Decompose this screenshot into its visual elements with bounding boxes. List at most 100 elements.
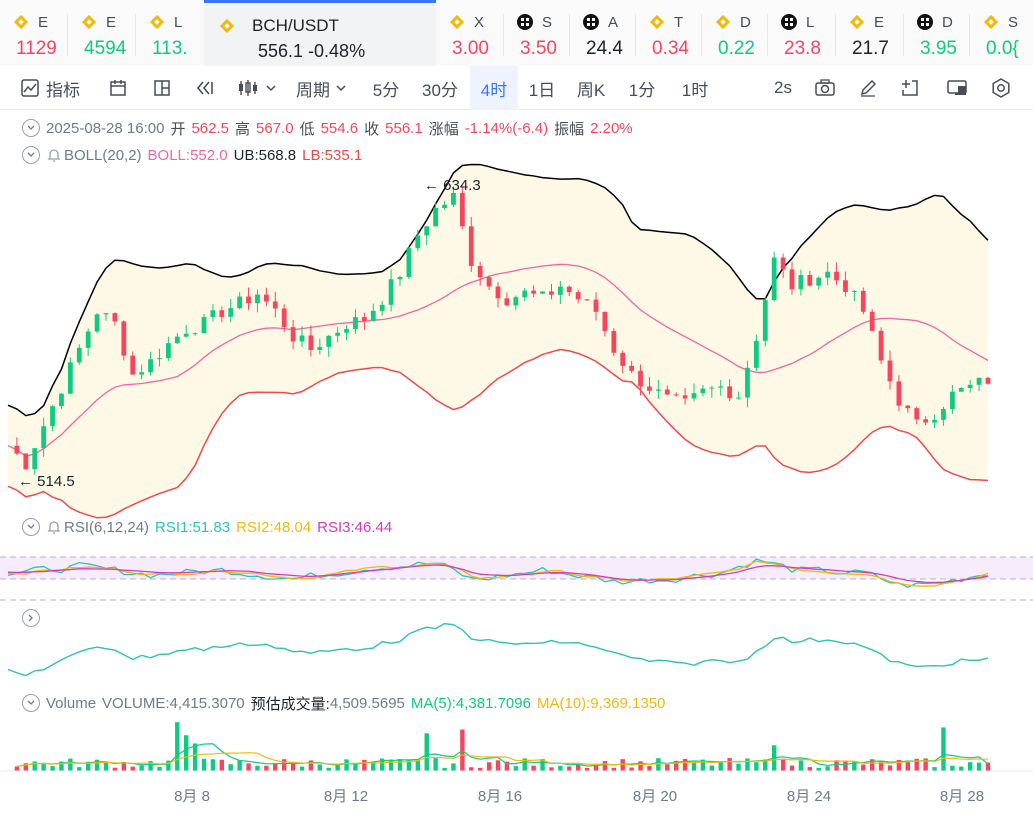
collapse-toggle[interactable] xyxy=(22,146,40,164)
volume-bar xyxy=(148,761,153,771)
candle-body xyxy=(308,335,314,350)
ticker-item[interactable]: T 0.34 xyxy=(636,0,702,66)
candle-body xyxy=(682,395,688,399)
candle-body xyxy=(949,391,955,409)
change-label: 涨幅 xyxy=(428,120,459,138)
volume-bar xyxy=(602,761,608,771)
interval-tab[interactable]: 1时 xyxy=(681,80,709,100)
candle-body xyxy=(477,265,483,278)
ticker-symbol: T xyxy=(674,13,684,31)
ticker-item[interactable]: D 3.95 xyxy=(904,0,970,66)
ticker-item[interactable]: E 4594 xyxy=(68,0,136,66)
candle-body xyxy=(299,335,305,342)
candle-body xyxy=(673,394,679,396)
ticker-item[interactable]: L 113. xyxy=(136,0,204,66)
candle-body xyxy=(486,277,492,287)
volume-bar xyxy=(763,759,768,771)
period-select[interactable]: 周期 xyxy=(296,66,348,110)
candle-body xyxy=(23,453,29,470)
interval-tab[interactable]: 1日 xyxy=(528,80,556,100)
collapse-toggle[interactable] xyxy=(22,694,40,712)
ticker-item[interactable]: X 3.00 xyxy=(436,0,504,66)
ticker-item[interactable]: E 1129 xyxy=(0,0,68,66)
volume-bar xyxy=(201,758,207,771)
x-axis-tick-label: 8月 28 xyxy=(940,788,984,805)
candle-body xyxy=(103,313,109,315)
interval-tab[interactable]: 5分 xyxy=(372,80,400,100)
candle-body xyxy=(210,310,216,318)
ticker-symbol: L xyxy=(806,13,815,31)
candle-body xyxy=(780,257,786,270)
candle-body xyxy=(148,359,153,373)
candle-body xyxy=(353,317,358,330)
volume-bar xyxy=(157,766,162,771)
volume-bar xyxy=(575,762,581,771)
layout-button[interactable] xyxy=(152,66,172,110)
ticker-item[interactable]: E 21.7 xyxy=(836,0,904,66)
ticker-symbol: S xyxy=(1008,13,1019,31)
ticker-item[interactable]: S 0.0{ xyxy=(970,0,1033,66)
ticker-separator xyxy=(835,14,836,56)
screenshot-button[interactable] xyxy=(814,66,836,110)
refresh-rate[interactable]: 2s xyxy=(774,66,792,110)
ticker-item[interactable]: S 3.50 xyxy=(504,0,570,66)
add-indicator-button[interactable] xyxy=(900,66,920,110)
interval-tab[interactable]: 1分 xyxy=(628,80,656,100)
candle-body xyxy=(121,321,127,356)
coin-icon xyxy=(449,14,465,30)
boll-legend: BOLL(20,2) BOLL:552.0 UB:568.8 LB:535.1 xyxy=(0,144,368,166)
ticker-active-bch-usdt[interactable]: BCH/USDT 556.1 -0.48% xyxy=(204,0,436,66)
volume-bar xyxy=(406,759,412,771)
volume-bar xyxy=(477,767,483,771)
amplitude-value: 2.20% xyxy=(590,119,633,137)
volume-bar xyxy=(255,765,260,771)
volume-bar xyxy=(175,722,180,771)
candle-body xyxy=(976,377,982,385)
collapse-toggle[interactable] xyxy=(22,518,40,536)
volume-bar xyxy=(647,765,652,771)
candle-body xyxy=(522,290,528,298)
replay-button[interactable] xyxy=(194,66,216,110)
ticker-separator xyxy=(903,14,904,56)
candle-body xyxy=(32,448,38,470)
fullscreen-button[interactable] xyxy=(946,66,968,110)
candle-body xyxy=(174,336,180,344)
ticker-item[interactable]: L 23.8 xyxy=(768,0,836,66)
volume-bar xyxy=(638,761,643,771)
bell-icon[interactable] xyxy=(46,147,62,163)
bell-icon[interactable] xyxy=(46,519,62,535)
ticker-symbol: D xyxy=(942,13,953,31)
collapse-toggle[interactable] xyxy=(22,119,40,137)
candle-body xyxy=(370,310,376,321)
volume-bar xyxy=(531,765,536,771)
volume-bar xyxy=(371,762,376,771)
high-value: 567.0 xyxy=(256,119,294,137)
ticker-price: 113. xyxy=(152,38,188,59)
volume-bar xyxy=(959,766,964,771)
indicators-button[interactable]: 指标 xyxy=(20,66,80,110)
ticker-item[interactable]: A 24.4 xyxy=(570,0,636,66)
candle-body xyxy=(94,314,100,332)
chart-type-select[interactable] xyxy=(236,66,278,110)
candle-body xyxy=(700,388,706,394)
ticker-symbol: D xyxy=(740,13,751,31)
ticker-symbol: X xyxy=(474,13,485,31)
interval-tab[interactable]: 30分 xyxy=(422,80,458,100)
draw-tool-button[interactable] xyxy=(108,66,128,110)
volume-bar xyxy=(362,759,367,771)
volume-bar xyxy=(629,767,634,771)
rsi2-value: RSI2:48.04 xyxy=(236,518,312,536)
candle-body xyxy=(228,308,234,317)
ticker-symbol: E xyxy=(106,13,117,31)
x-axis-tick-label: 8月 20 xyxy=(633,788,677,805)
volume-ma5-line xyxy=(16,743,989,768)
settings-button[interactable] xyxy=(990,66,1012,110)
ticker-item[interactable]: D 0.22 xyxy=(702,0,768,66)
interval-tab[interactable]: 4时 xyxy=(470,66,518,110)
interval-tab[interactable]: 周K xyxy=(576,80,606,100)
coin-icon xyxy=(219,18,235,34)
edit-button[interactable] xyxy=(858,66,878,110)
candle-body xyxy=(629,365,635,371)
expand-toggle[interactable] xyxy=(22,609,40,627)
